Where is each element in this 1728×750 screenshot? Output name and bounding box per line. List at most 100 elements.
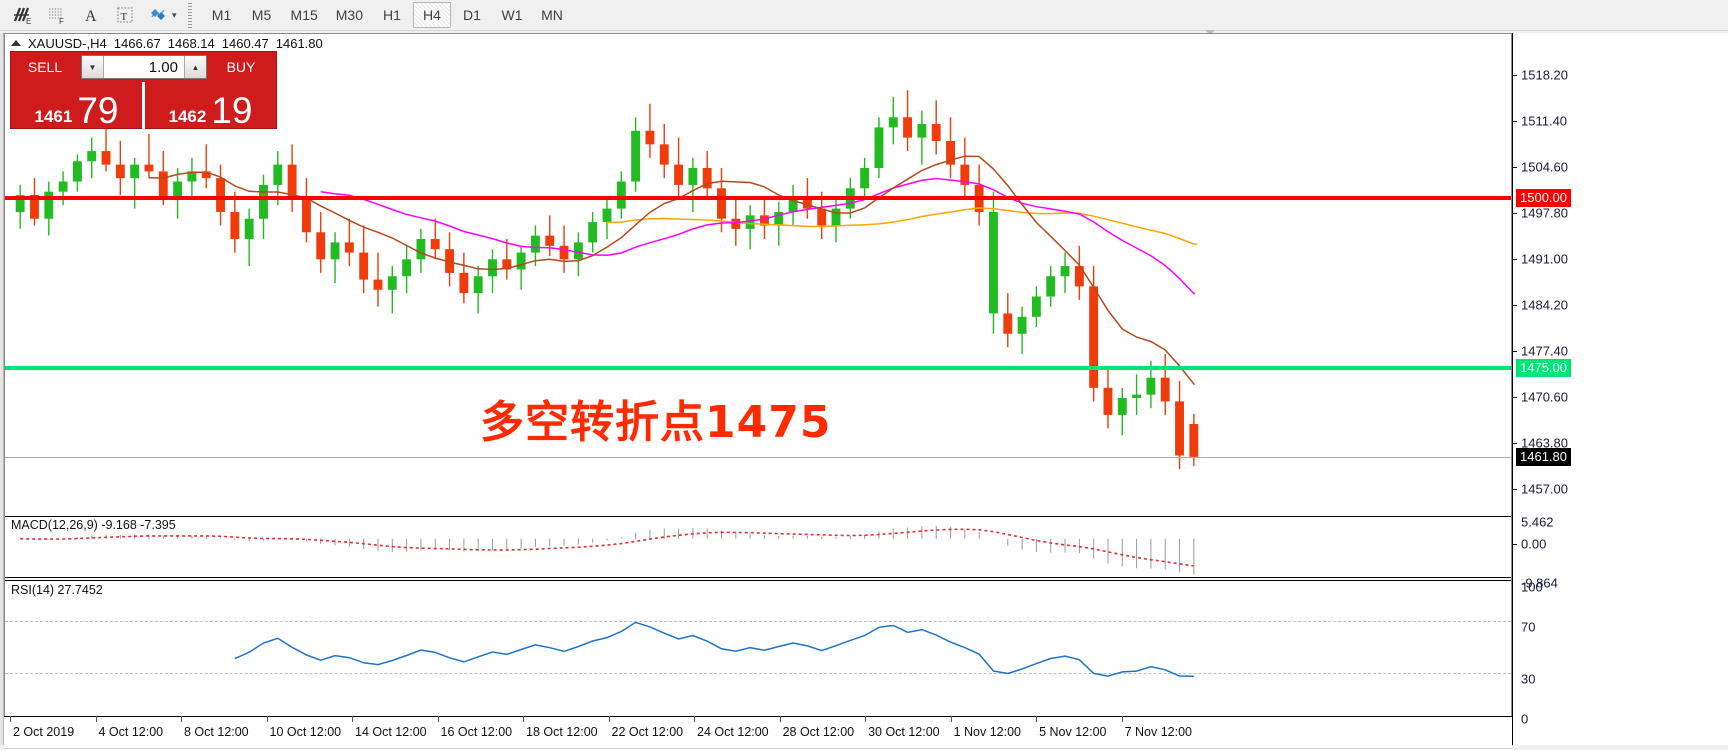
time-axis-label: 14 Oct 12:00 — [355, 725, 427, 739]
timeframe-m30[interactable]: M30 — [335, 7, 363, 23]
time-axis-label: 30 Oct 12:00 — [868, 725, 940, 739]
resistance-line-1500[interactable] — [5, 196, 1511, 201]
time-axis-label: 4 Oct 12:00 — [98, 725, 164, 739]
quote-close: 1461.80 — [275, 35, 323, 51]
price-axis-label: 1518.20 — [1521, 67, 1568, 83]
collapse-triangle-icon[interactable] — [11, 40, 21, 46]
volume-input[interactable]: 1.00 — [148, 58, 178, 76]
trade-quotes-row: 1461 79 1462 19 — [11, 82, 276, 129]
rsi-pane[interactable]: RSI(14) 27.7452 — [5, 580, 1511, 712]
time-axis-tick — [10, 716, 11, 722]
timeframe-h4[interactable]: H4 — [413, 2, 451, 28]
time-axis-tick — [608, 716, 610, 722]
quote-open: 1466.67 — [113, 35, 161, 51]
price-axis-label: 1470.60 — [1521, 389, 1568, 405]
macd-signal-line — [20, 528, 1194, 567]
price-axis-tick — [1512, 75, 1517, 77]
time-axis-label: 10 Oct 12:00 — [269, 725, 342, 739]
grid-icon[interactable]: F — [40, 1, 74, 29]
time-axis-bottom-border — [4, 748, 1512, 749]
macd-axis-label: 5.462 — [1521, 514, 1554, 530]
support-line-1475[interactable] — [5, 365, 1511, 370]
buy-price-prefix: 1462 — [168, 107, 207, 126]
time-axis-label: 22 Oct 12:00 — [611, 725, 684, 739]
text-icon[interactable]: A — [74, 1, 108, 29]
volume-increment-icon[interactable]: ▲ — [184, 56, 206, 78]
rsi-overbought-line — [5, 620, 1511, 622]
volume-decrement-icon[interactable]: ▼ — [82, 56, 104, 78]
chart-left-scroll-grip[interactable] — [0, 33, 4, 745]
sell-price-box[interactable]: 1461 79 — [11, 82, 142, 129]
price-axis-label: 1463.80 — [1521, 435, 1568, 451]
time-axis-tick — [266, 716, 268, 722]
timeframe-d1[interactable]: D1 — [463, 7, 481, 23]
price-axis[interactable]: 1518.20 1511.40 1504.60 1497.80 1491.00 1484.… — [1512, 33, 1728, 745]
rsi-axis-label: 30 — [1521, 671, 1536, 687]
ma-brown — [148, 155, 1196, 385]
toolbar-separator-grip[interactable] — [185, 2, 195, 28]
macd-series — [20, 525, 1195, 575]
price-axis-tick — [1512, 397, 1517, 399]
timeframe-mn[interactable]: MN — [541, 7, 563, 23]
timeframe-m15[interactable]: M15 — [290, 7, 318, 23]
time-axis-tick — [1121, 716, 1123, 722]
chart-symbol-label: XAUUSD-,H4 — [28, 35, 107, 51]
time-axis-label: 24 Oct 12:00 — [697, 725, 769, 739]
indicators-icon[interactable]: E — [6, 1, 40, 29]
time-axis-label: 1 Nov 12:00 — [953, 725, 1021, 739]
price-pane[interactable]: 多空转折点1475 — [5, 53, 1511, 513]
svg-text:A: A — [85, 8, 97, 25]
rsi-series — [234, 621, 1194, 677]
time-axis-tick — [950, 716, 952, 722]
quote-high: 1468.14 — [167, 35, 215, 51]
macd-name: MACD(12,26,9) — [11, 518, 98, 532]
support-price-tag[interactable]: 1475.00 — [1516, 358, 1571, 377]
time-axis[interactable]: 2 Oct 2019 4 Oct 12:00 8 Oct 12:00 10 Oct 1… — [4, 716, 1512, 750]
chart-window: XAUUSD-,H4 1466.67 1468.14 1460.47 1461.… — [4, 33, 1512, 745]
price-axis-label: 1497.80 — [1521, 205, 1568, 221]
svg-text:T: T — [121, 11, 128, 23]
price-axis-label: 1477.40 — [1521, 343, 1568, 359]
sell-price-prefix: 1461 — [34, 107, 73, 126]
time-axis-tick — [865, 716, 867, 722]
price-axis-label: 1457.00 — [1521, 481, 1568, 497]
time-axis-tick — [1036, 716, 1038, 722]
ma-orange — [606, 207, 1197, 245]
time-axis-label: 2 Oct 2019 — [13, 725, 75, 739]
chart-titlebar: XAUUSD-,H4 1466.67 1468.14 1460.47 1461.… — [5, 34, 1511, 52]
objects-dropdown-caret-icon[interactable]: ▾ — [172, 9, 177, 20]
time-axis-tick — [352, 716, 354, 722]
time-axis-label: 18 Oct 12:00 — [526, 725, 598, 739]
timeframe-m1[interactable]: M1 — [211, 7, 232, 23]
time-axis-top-border — [4, 716, 1512, 717]
volume-stepper[interactable]: ▼ 1.00 ▲ — [81, 55, 207, 79]
macd-axis-label: 0.00 — [1521, 536, 1547, 552]
sell-button[interactable]: SELL — [13, 53, 77, 81]
buy-price-box[interactable]: 1462 19 — [142, 82, 276, 129]
timeframe-w1[interactable]: W1 — [501, 7, 523, 23]
price-axis-label: 1491.00 — [1521, 251, 1568, 267]
time-axis-tick — [694, 716, 696, 722]
ma-magenta — [320, 177, 1195, 295]
timeframe-m5[interactable]: M5 — [251, 7, 272, 23]
macd-label: MACD(12,26,9) -9.168 -7.395 — [11, 518, 176, 532]
price-axis-tick — [1512, 351, 1517, 353]
timeframe-h1[interactable]: H1 — [383, 7, 401, 23]
resistance-price-tag[interactable]: 1500.00 — [1516, 189, 1571, 208]
one-click-trading-panel[interactable]: SELL ▼ 1.00 ▲ BUY 1461 79 1462 19 — [10, 51, 277, 129]
main-toolbar: E F A T — [0, 0, 1728, 31]
objects-icon[interactable] — [142, 1, 176, 29]
current-price-tag[interactable]: 1461.80 — [1516, 447, 1571, 466]
time-axis-tick — [779, 716, 781, 722]
trade-controls-row: SELL ▼ 1.00 ▲ BUY — [11, 52, 276, 82]
macd-pane[interactable]: MACD(12,26,9) -9.168 -7.395 — [5, 516, 1511, 578]
rsi-axis-label: 0 — [1521, 711, 1529, 727]
text-label-icon[interactable]: T — [108, 1, 142, 29]
rsi-oversold-line — [5, 673, 1511, 675]
buy-button[interactable]: BUY — [209, 53, 273, 81]
rsi-axis-label: 100 — [1521, 579, 1543, 595]
price-axis-tick — [1512, 121, 1517, 123]
chart-menu-caret-icon[interactable] — [1205, 30, 1215, 35]
price-axis-label: 1511.40 — [1521, 113, 1568, 129]
time-axis-label: 7 Nov 12:00 — [1124, 725, 1193, 739]
